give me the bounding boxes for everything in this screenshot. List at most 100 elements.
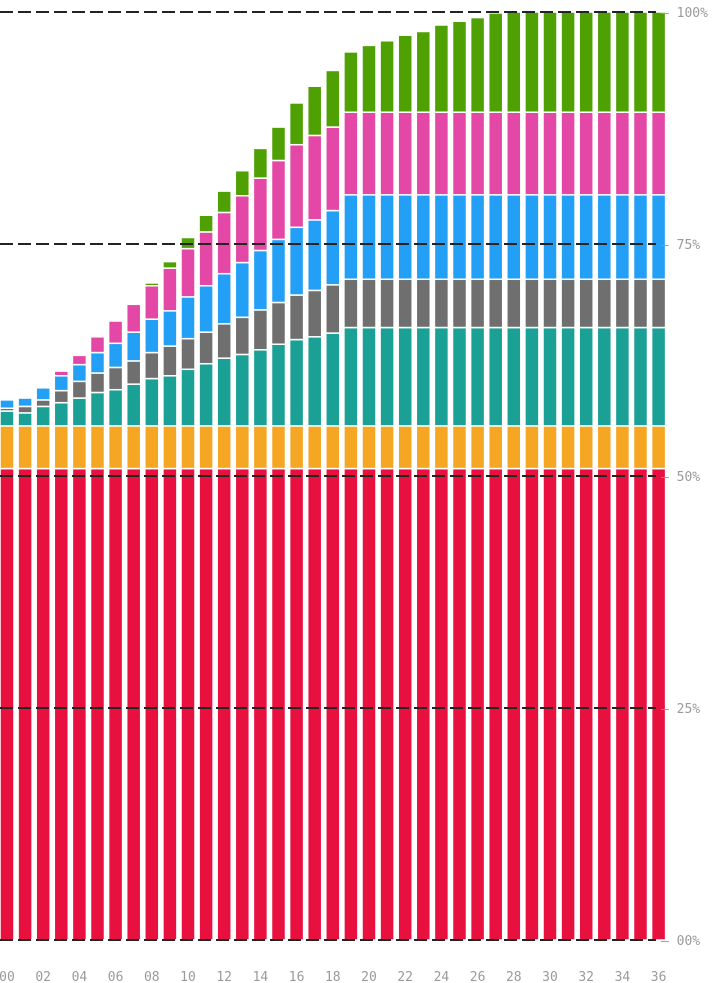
bar-segment-35-s1 <box>632 425 649 470</box>
bar-segment-31-s6 <box>560 11 576 113</box>
x-tick-label: 30 <box>542 970 558 983</box>
bar-segment-01-s2 <box>17 412 33 427</box>
bar-segment-18-s1 <box>325 425 341 470</box>
bar-segment-23-s2 <box>415 326 432 427</box>
bar-segment-05-s3 <box>89 372 106 394</box>
bar-segment-34-s2 <box>614 326 631 427</box>
bar-segment-09-s5 <box>162 267 178 312</box>
y-tick-label: — 100% <box>661 6 708 21</box>
bar-segment-08-s5 <box>144 285 160 320</box>
bar-segment-09-s1 <box>162 425 178 470</box>
bar-segment-25-s2 <box>451 326 468 427</box>
bar-segment-18-s2 <box>325 332 341 427</box>
bar-segment-27-s2 <box>487 326 504 427</box>
bar-segment-14-s0 <box>252 467 269 941</box>
bar-segment-15-s0 <box>270 467 287 941</box>
bar-segment-16-s4 <box>288 226 305 296</box>
bar-segment-20-s4 <box>361 194 377 281</box>
bar-segment-24-s1 <box>433 425 450 470</box>
bar-segment-19-s2 <box>343 326 359 427</box>
bar-segment-07-s2 <box>125 383 142 427</box>
x-axis-ticks: 00 02 04 06 08 10 12 14 16 18 20 22 24 26 28 30 32 34 36 <box>0 970 666 983</box>
bar-segment-31-s1 <box>560 425 576 470</box>
bar-segment-25-s3 <box>451 278 468 329</box>
y-tick-label: — 00% <box>661 934 700 949</box>
bar-segment-17-s2 <box>306 336 323 427</box>
bar-segment-11-s4 <box>198 285 214 333</box>
bar-segment-08-s6 <box>144 282 160 287</box>
bar-segment-30-s2 <box>542 326 558 427</box>
bar-segment-07-s3 <box>125 360 142 385</box>
bar-segment-06-s1 <box>107 425 124 470</box>
y-tick-label: — 50% <box>661 470 700 485</box>
bar-segment-24-s5 <box>433 111 450 196</box>
bar-segment-29-s3 <box>524 278 540 329</box>
bar-segment-22-s6 <box>397 34 413 113</box>
bar-segment-32-s0 <box>578 467 594 941</box>
bar-segment-06-s0 <box>107 467 124 941</box>
bar-segment-16-s2 <box>288 338 305 427</box>
bar-segment-04-s0 <box>71 467 88 941</box>
bar-segment-35-s6 <box>632 11 649 113</box>
bar-segment-29-s1 <box>524 425 540 470</box>
bar-segment-24-s0 <box>433 467 450 941</box>
bar-segment-27-s1 <box>487 425 504 470</box>
bar-segment-36-s6 <box>650 11 667 113</box>
bar-segment-18-s3 <box>325 284 341 334</box>
bar-segment-14-s1 <box>252 425 269 470</box>
bar-segment-33-s5 <box>596 111 613 196</box>
bar-segment-16-s3 <box>288 294 305 341</box>
bar-segment-14-s6 <box>252 147 269 179</box>
bar-segment-22-s2 <box>397 326 413 427</box>
bar-segment-18-s4 <box>325 209 341 286</box>
bar-segment-17-s1 <box>306 425 323 470</box>
bar-segment-04-s1 <box>71 425 88 470</box>
bar-segment-05-s1 <box>89 425 106 470</box>
bar-segment-21-s2 <box>379 326 395 427</box>
bar-segment-08-s0 <box>144 467 160 941</box>
bar-segment-15-s3 <box>270 301 287 345</box>
bar-segment-07-s1 <box>125 425 142 470</box>
bar-segment-02-s1 <box>35 425 51 470</box>
bar-segment-02-s4 <box>35 387 51 401</box>
bar-segment-23-s3 <box>415 278 432 329</box>
bar-segment-03-s5 <box>53 370 70 377</box>
x-tick-label: 32 <box>578 970 594 983</box>
bar-segment-16-s5 <box>288 143 305 229</box>
bar-segment-16-s0 <box>288 467 305 941</box>
bar-segment-20-s0 <box>361 467 377 941</box>
bar-segment-05-s2 <box>89 391 106 427</box>
bar-segment-26-s2 <box>469 326 486 427</box>
bar-segment-36-s3 <box>650 278 667 329</box>
bar-segment-02-s0 <box>35 467 51 941</box>
bar-segment-25-s4 <box>451 194 468 281</box>
bar-segment-09-s6 <box>162 260 178 269</box>
bar-segment-25-s1 <box>451 425 468 470</box>
bar-segment-23-s1 <box>415 425 432 470</box>
bar-segment-31-s5 <box>560 111 576 196</box>
bar-segment-28-s2 <box>506 326 522 427</box>
bar-segment-28-s3 <box>506 278 522 329</box>
bar-segment-00-s4 <box>0 399 15 410</box>
bar-segment-27-s3 <box>487 278 504 329</box>
bar-segment-24-s4 <box>433 194 450 281</box>
bar-segment-34-s1 <box>614 425 631 470</box>
bar-segment-27-s4 <box>487 194 504 281</box>
bar-segment-19-s4 <box>343 194 359 281</box>
bar-segment-18-s6 <box>325 69 341 128</box>
y-axis-ticks: — 100% — 75% — 50% — 25% — 00% <box>661 6 708 949</box>
bar-segment-01-s3 <box>17 405 33 414</box>
bar-segment-00-s2 <box>0 410 15 427</box>
bar-segment-12-s2 <box>216 357 232 427</box>
bar-segment-30-s1 <box>542 425 558 470</box>
x-tick-label: 04 <box>72 970 88 983</box>
bar-segment-12-s6 <box>216 190 232 214</box>
bar-segment-11-s2 <box>198 362 214 427</box>
bar-segment-28-s5 <box>506 111 522 196</box>
bar-segment-17-s5 <box>306 134 323 221</box>
bar-segment-01-s4 <box>17 397 33 408</box>
bar-segment-03-s3 <box>53 389 70 404</box>
bar-segment-17-s4 <box>306 219 323 292</box>
bar-segment-23-s5 <box>415 111 432 196</box>
bar-segment-31-s2 <box>560 326 576 427</box>
